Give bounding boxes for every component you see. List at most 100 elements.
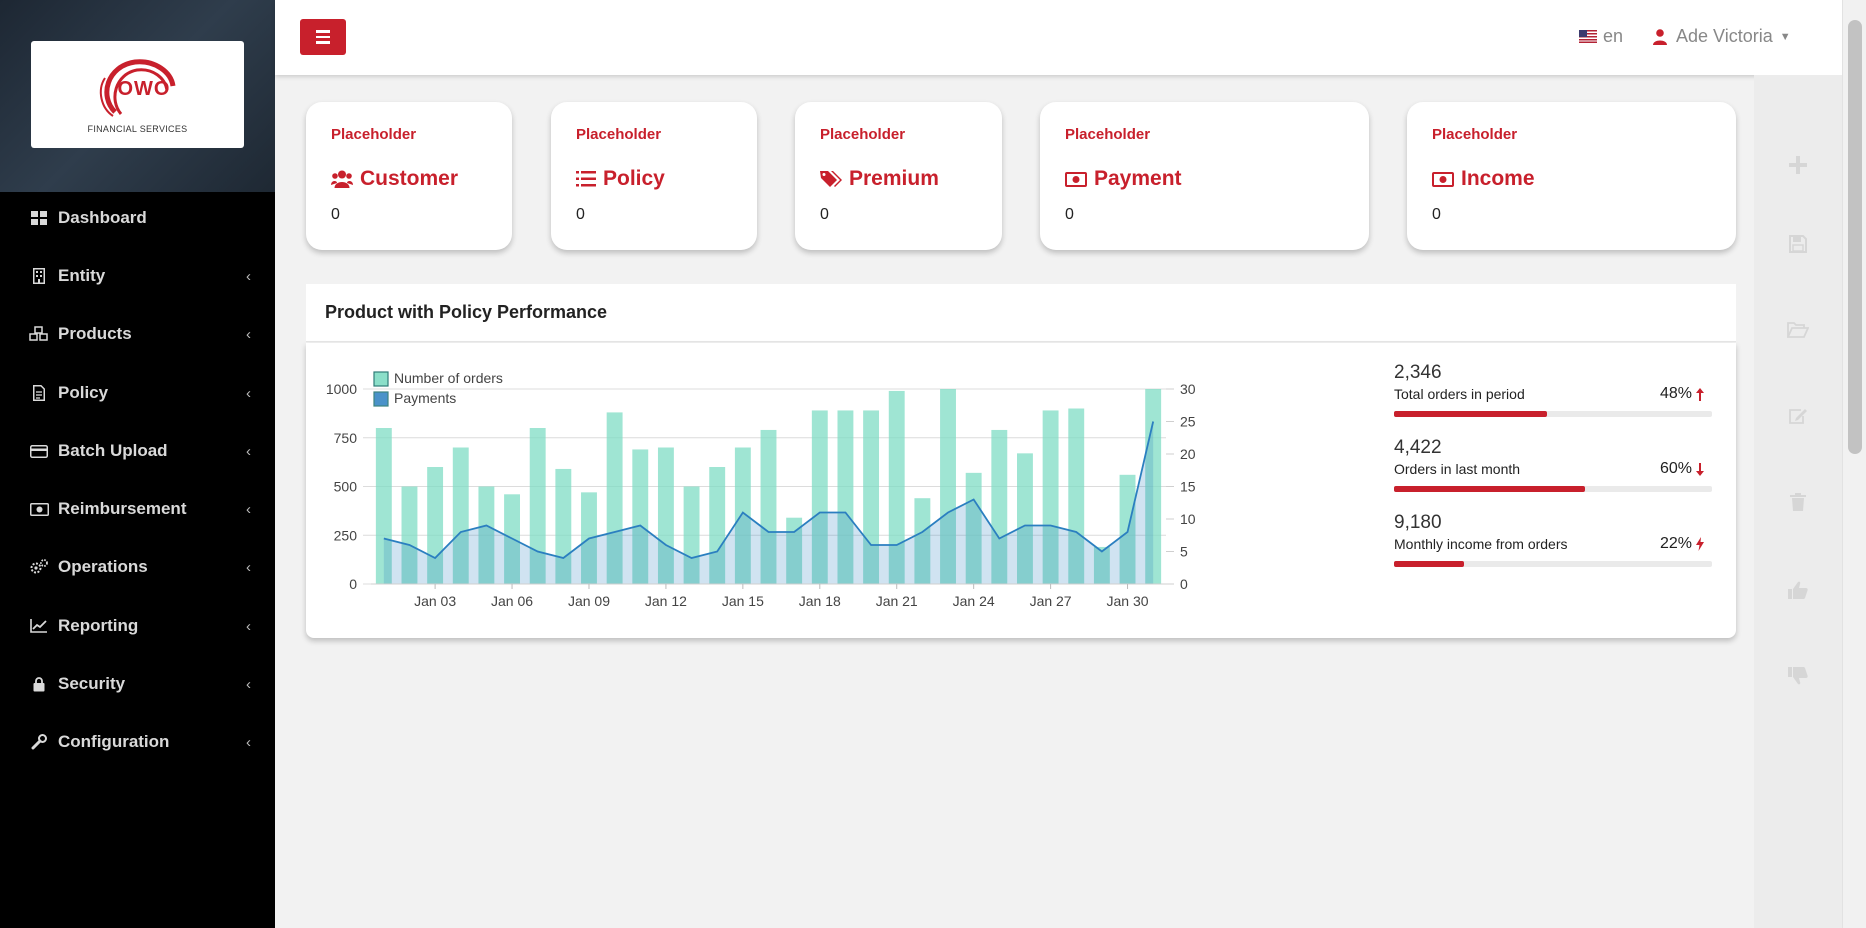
- bar-orders: [401, 486, 418, 584]
- y-right-tick-label: 30: [1180, 381, 1196, 397]
- progress-bar-fill: [1394, 561, 1464, 567]
- logo-area: OWO FINANCIAL SERVICES: [0, 0, 275, 192]
- bar-orders: [811, 410, 828, 584]
- progress-stat-percent: 22%: [1660, 535, 1704, 553]
- sidebar-item-dashboard[interactable]: Dashboard: [0, 198, 275, 238]
- sidebar-item-label: Batch Upload: [58, 441, 168, 460]
- stat-card-title: Policy: [576, 167, 665, 191]
- stat-card-caption: Placeholder: [576, 126, 662, 143]
- stat-card-payment: Placeholder Payment 0: [1040, 102, 1369, 250]
- sidebar-item-configuration[interactable]: Configuration ‹: [0, 722, 275, 762]
- user-menu[interactable]: Ade Victoria ▼: [1653, 26, 1791, 47]
- sidebar-item-security[interactable]: Security ‹: [0, 664, 275, 704]
- hamburger-bar: [316, 35, 330, 39]
- progress-stat-percent: 60%: [1660, 460, 1704, 478]
- building-icon: [29, 268, 49, 284]
- bar-orders: [657, 447, 674, 584]
- progress-stat-label: Total orders in period: [1394, 386, 1525, 402]
- legend-label: Payments: [394, 390, 456, 406]
- bolt-icon: [1696, 537, 1704, 551]
- sidebar-item-label: Security: [58, 674, 126, 693]
- language-selector[interactable]: en: [1579, 26, 1623, 47]
- bar-orders: [606, 412, 623, 584]
- legend-label: Number of orders: [394, 370, 503, 386]
- stat-card-value: 0: [820, 206, 829, 223]
- stat-card-title-text: Income: [1461, 167, 1535, 190]
- arrow-down-icon: [1696, 462, 1704, 476]
- legend-swatch: [373, 391, 389, 407]
- progress-bar-fill: [1394, 486, 1585, 492]
- chart-panel-header: Product with Policy Performance: [306, 284, 1736, 342]
- cogs-icon: [29, 559, 49, 575]
- bar-orders: [529, 428, 546, 584]
- menu-toggle-button[interactable]: [300, 19, 346, 55]
- y-right-tick-label: 15: [1180, 479, 1196, 495]
- progress-stat-value: 2,346: [1394, 362, 1442, 383]
- bar-orders: [888, 390, 905, 584]
- progress-bar-fill: [1394, 411, 1547, 417]
- logo-subtitle: FINANCIAL SERVICES: [87, 123, 188, 134]
- sidebar-item-label: Policy: [58, 383, 109, 402]
- cubes-icon: [29, 326, 49, 342]
- progress-stat-percent: 48%: [1660, 385, 1704, 403]
- user-name: Ade Victoria: [1676, 26, 1773, 46]
- logo-swoosh-icon: OWO: [93, 56, 183, 122]
- dashboard-icon: [29, 211, 49, 225]
- x-tick-label: Jan 09: [568, 593, 610, 609]
- folder-open-icon[interactable]: [1786, 318, 1810, 342]
- stat-card-caption: Placeholder: [331, 126, 417, 143]
- stat-card-customer: Placeholder Customer 0: [306, 102, 512, 250]
- bar-orders: [734, 447, 751, 584]
- thumbs-down-icon[interactable]: [1786, 664, 1810, 688]
- progress-stat-percent-text: 22%: [1659, 535, 1692, 552]
- bar-orders: [991, 429, 1008, 584]
- progress-stat-value: 4,422: [1394, 437, 1442, 458]
- x-tick-label: Jan 12: [645, 593, 687, 609]
- y-left-tick-label: 250: [334, 527, 358, 543]
- caret-down-icon: ▼: [1779, 30, 1791, 43]
- legend-swatch: [373, 371, 389, 387]
- sidebar-item-label: Reimbursement: [58, 499, 187, 518]
- sidebar-item-reporting[interactable]: Reporting ‹: [0, 606, 275, 646]
- sidebar-item-products[interactable]: Products ‹: [0, 314, 275, 354]
- bar-orders: [1068, 408, 1085, 584]
- progress-stat-total-orders: 2,346 Total orders in period 48%: [1394, 362, 1712, 437]
- line-chart-icon: [29, 619, 49, 633]
- x-tick-label: Jan 15: [722, 593, 764, 609]
- sidebar-item-label: Dashboard: [58, 208, 147, 227]
- x-tick-label: Jan 18: [799, 593, 841, 609]
- y-left-tick-label: 0: [349, 576, 357, 592]
- bar-orders: [709, 467, 726, 584]
- credit-card-icon: [29, 444, 49, 458]
- progress-stat-label: Orders in last month: [1394, 461, 1521, 477]
- plus-icon[interactable]: [1786, 153, 1810, 177]
- stat-card-title: Premium: [820, 167, 939, 191]
- progress-stat-monthly-income: 9,180 Monthly income from orders 22%: [1394, 512, 1712, 587]
- page-scrollbar[interactable]: [1842, 0, 1866, 928]
- y-right-tick-label: 5: [1180, 544, 1188, 560]
- edit-icon[interactable]: [1786, 404, 1810, 428]
- line-payments: [383, 421, 1155, 560]
- sidebar-item-policy[interactable]: Policy ‹: [0, 373, 275, 413]
- scrollbar-thumb[interactable]: [1848, 20, 1862, 454]
- progress-stat-value: 9,180: [1394, 512, 1442, 533]
- thumbs-up-icon[interactable]: [1786, 578, 1810, 602]
- users-icon: [331, 170, 353, 188]
- sidebar-item-entity[interactable]: Entity ‹: [0, 256, 275, 296]
- save-icon[interactable]: [1786, 232, 1810, 256]
- sidebar-item-reimbursement[interactable]: Reimbursement ‹: [0, 489, 275, 529]
- bar-orders: [837, 410, 854, 584]
- bar-orders: [632, 449, 649, 584]
- logo[interactable]: OWO FINANCIAL SERVICES: [31, 41, 244, 148]
- bar-orders: [683, 486, 700, 584]
- sidebar-item-batch-upload[interactable]: Batch Upload ‹: [0, 431, 275, 471]
- area-payments: [383, 421, 1154, 584]
- chevron-left-icon: ‹: [246, 325, 251, 343]
- x-tick-label: Jan 30: [1107, 593, 1149, 609]
- progress-bar: [1394, 486, 1712, 492]
- y-left-tick-label: 1000: [326, 381, 357, 397]
- stat-card-title-text: Policy: [603, 167, 665, 190]
- sidebar-item-operations[interactable]: Operations ‹: [0, 547, 275, 587]
- stat-card-caption: Placeholder: [820, 126, 906, 143]
- trash-icon[interactable]: [1786, 490, 1810, 514]
